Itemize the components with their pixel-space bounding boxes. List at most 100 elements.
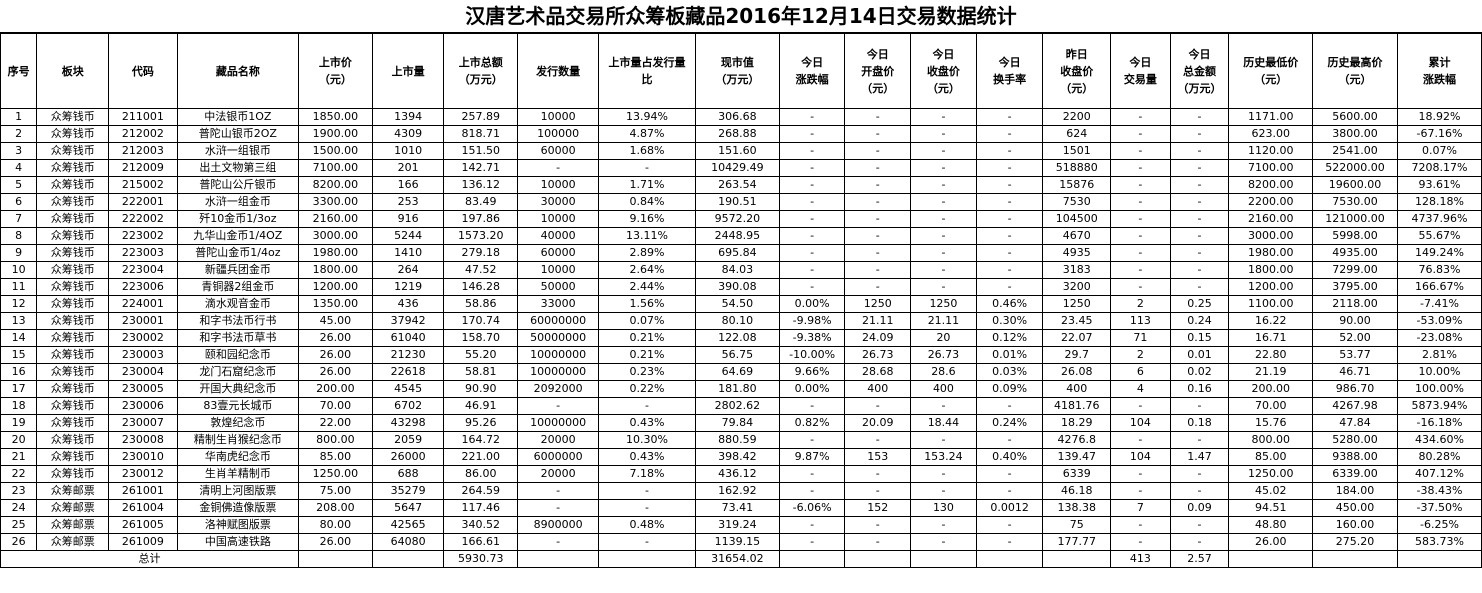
table-cell: 50000000: [517, 329, 599, 347]
table-cell: 230006: [108, 397, 178, 415]
table-cell: 197.86: [443, 210, 519, 228]
table-cell: -: [910, 516, 977, 534]
table-cell: -: [517, 397, 599, 415]
table-cell: 4276.8: [1042, 431, 1112, 449]
table-cell: 8: [0, 227, 38, 245]
table-cell: 986.70: [1312, 380, 1398, 398]
table-cell: 0.00%: [778, 295, 846, 313]
table-cell: 21: [0, 448, 38, 466]
table-cell: 880.59: [694, 431, 780, 449]
table-cell: 2.89%: [597, 244, 696, 262]
table-cell: -: [1110, 261, 1171, 279]
table-cell: 6000000: [517, 448, 599, 466]
table-cell: 2.44%: [597, 278, 696, 296]
table-cell: 45.02: [1228, 482, 1314, 500]
table-cell: 400: [1042, 380, 1112, 398]
table-cell: 166.61: [443, 533, 519, 551]
table-row: 2 众筹钱币 212002 普陀山银币2OZ 1900.00 4309 818.71 1000…: [0, 125, 1482, 143]
table-cell: 84.03: [694, 261, 780, 279]
table-cell: 52.00: [1312, 329, 1398, 347]
table-cell: -: [975, 108, 1044, 126]
table-row: 20 众筹钱币 230008 精制生肖猴纪念币 800.00 2059 164.72 2000…: [0, 431, 1482, 449]
table-cell: 0.30%: [975, 312, 1044, 330]
table-cell: 230002: [108, 329, 178, 347]
table-cell: 71: [1110, 329, 1171, 347]
table-cell: -: [975, 244, 1044, 262]
table-cell: 160.00: [1312, 516, 1398, 534]
table-row: 8 众筹钱币 223002 九华山金币1/4OZ 3000.00 5244 1573.20 4…: [0, 227, 1482, 245]
table-cell: -: [910, 465, 977, 483]
table-cell: -: [778, 142, 846, 160]
table-cell: 21230: [371, 346, 445, 364]
table-cell: -: [778, 227, 846, 245]
table-cell: 6339.00: [1312, 465, 1398, 483]
table-cell: -: [975, 482, 1044, 500]
table-cell: 1250.00: [1228, 465, 1314, 483]
total-row: 总计 5930.73 31654.02 413 2.57: [0, 550, 1482, 568]
table-cell: -: [1169, 482, 1230, 500]
table-cell: 水浒一组银币: [176, 142, 299, 160]
table-cell: 10000: [517, 210, 599, 228]
table-cell: -: [844, 465, 912, 483]
table-cell: -: [844, 397, 912, 415]
column-header-line: 上市量占发行量: [608, 56, 686, 69]
table-cell: -23.08%: [1396, 329, 1482, 347]
table-cell: -: [778, 210, 846, 228]
column-header-line: 现市值: [720, 56, 754, 69]
table-cell: 2200: [1042, 108, 1112, 126]
table-cell: 敦煌纪念币: [176, 414, 299, 432]
table-cell: 18.29: [1042, 414, 1112, 432]
table-cell: 20.09: [844, 414, 912, 432]
table-cell: 400: [910, 380, 977, 398]
table-cell: 6: [0, 193, 38, 211]
table-cell: 64.69: [694, 363, 780, 381]
table-cell: 7530: [1042, 193, 1112, 211]
column-header-line: 今日: [998, 56, 1021, 69]
total-cell: [844, 550, 912, 568]
table-cell: -: [1110, 278, 1171, 296]
column-header: 代码: [108, 33, 178, 109]
table-cell: -: [778, 261, 846, 279]
table-cell: -: [910, 125, 977, 143]
table-cell: 滴水观音金币: [176, 295, 299, 313]
table-row: 25 众筹邮票 261005 洛神赋图版票 80.00 42565 340.52 890000…: [0, 516, 1482, 534]
column-header-line: 交易量: [1123, 73, 1157, 86]
table-cell: 28.68: [844, 363, 912, 381]
column-header-line: （万元）: [715, 73, 760, 86]
table-cell: -: [975, 431, 1044, 449]
table-cell: 0.15: [1169, 329, 1230, 347]
table-cell: -: [778, 244, 846, 262]
table-cell: 和字书法币草书: [176, 329, 299, 347]
table-cell: -: [910, 159, 977, 177]
table-cell: 164.72: [443, 431, 519, 449]
table-cell: 26.00: [297, 363, 373, 381]
table-cell: 21.11: [844, 312, 912, 330]
table-cell: 85.00: [1228, 448, 1314, 466]
table-cell: 10000: [517, 261, 599, 279]
table-cell: -: [1110, 397, 1171, 415]
table-cell: 7208.17%: [1396, 159, 1482, 177]
column-header: 上市价 （元）: [297, 33, 373, 109]
table-cell: 90.90: [443, 380, 519, 398]
table-cell: 212002: [108, 125, 178, 143]
table-cell: 26.73: [910, 346, 977, 364]
table-cell: 26: [0, 533, 38, 551]
table-cell: 223002: [108, 227, 178, 245]
table-cell: 1250.00: [297, 465, 373, 483]
table-cell: 2059: [371, 431, 445, 449]
table-cell: -: [975, 142, 1044, 160]
table-cell: 253: [371, 193, 445, 211]
table-cell: -: [1169, 142, 1230, 160]
table-cell: 170.74: [443, 312, 519, 330]
table-cell: 1900.00: [297, 125, 373, 143]
table-row: 3 众筹钱币 212003 水浒一组银币 1500.00 1010 151.50 60000 1…: [0, 142, 1482, 160]
column-header-line: 今日: [932, 47, 955, 61]
table-cell: 20000: [517, 465, 599, 483]
table-cell: -: [910, 176, 977, 194]
table-cell: 268.88: [694, 125, 780, 143]
table-cell: 152: [844, 499, 912, 517]
table-cell: -: [910, 261, 977, 279]
table-body: 1 众筹钱币 211001 中法银币1OZ 1850.00 1394 257.89 10000…: [0, 108, 1482, 551]
total-cell: [1312, 550, 1398, 568]
table-cell: 224001: [108, 295, 178, 313]
